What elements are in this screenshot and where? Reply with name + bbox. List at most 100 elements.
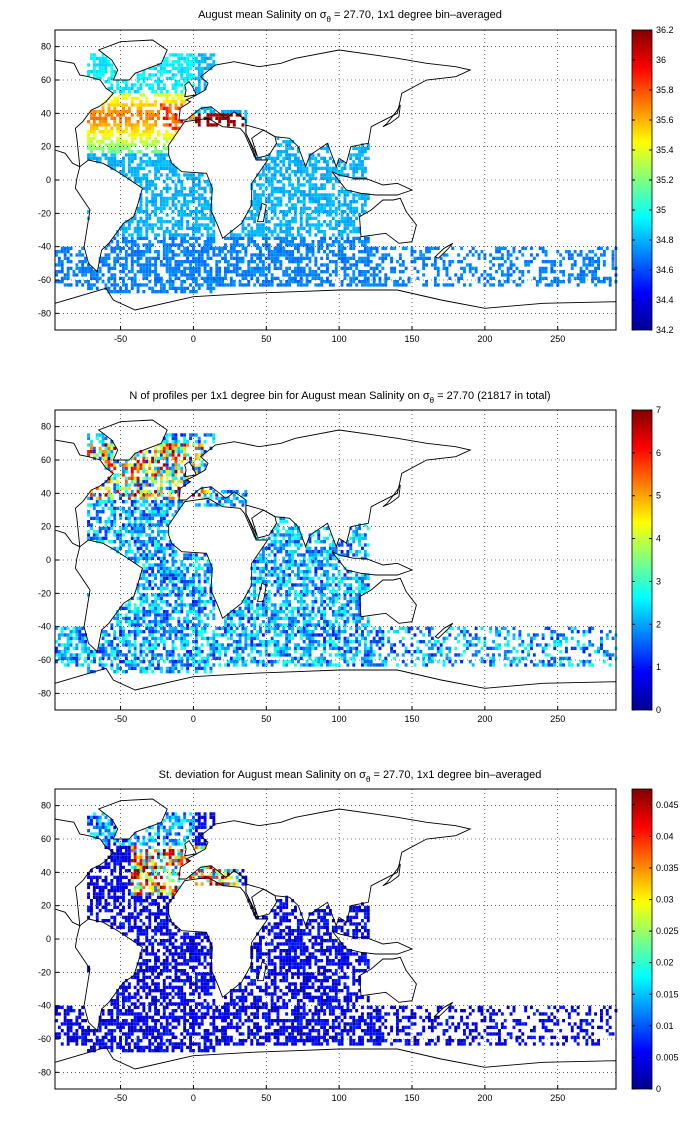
bin-cell [206,270,210,274]
bin-cell [197,436,201,441]
bin-cell [273,263,277,267]
bin-cell [186,266,190,271]
y-tick-label: -20 [38,208,51,218]
bin-cell [84,270,88,274]
bin-cell [157,70,160,74]
bin-cell [165,146,169,151]
bin-cell [224,273,227,277]
bin-cell [165,250,169,254]
bin-cell [361,250,364,254]
bin-cell [422,273,426,277]
bin-cell [162,576,166,581]
bin-cell [279,283,283,287]
bin-cell [145,76,149,81]
bin-cell [317,266,321,271]
bin-cell [177,576,181,581]
salinity-map: -50 0 50 100 150 200 250806040200-20-40-60-803… [38,25,674,344]
bin-cell [209,493,213,497]
bin-cell [151,626,155,631]
bin-cell [340,220,344,224]
bin-cell [226,616,230,621]
bin-cell [133,506,137,511]
bin-cell [259,630,262,634]
bin-cell [594,270,598,274]
bin-cell [253,216,257,221]
bin-cell [104,246,108,251]
bin-cell [174,80,178,84]
bin-cell [122,140,125,144]
bin-cell [63,246,67,251]
bin-cell [209,110,213,114]
bin-cell [314,256,318,261]
bin-cell [165,166,169,171]
bin-cell [133,556,137,561]
bin-cell [151,643,155,647]
bin-cell [162,520,166,524]
bin-cell [471,273,475,277]
bin-cell [136,596,140,601]
bin-cell [302,166,306,171]
bin-cell [157,140,160,144]
bin-cell [157,80,160,84]
bin-cell [200,446,204,451]
bin-cell [264,663,268,667]
bin-cell [124,490,128,494]
bin-cell [130,143,134,147]
bin-cell [296,260,300,264]
bin-cell [119,86,123,91]
bin-cell [75,273,79,277]
bin-cell [183,80,187,84]
bin-cell [206,600,210,604]
bin-cell [218,633,222,637]
bin-cell [133,633,137,637]
bin-cell [197,176,201,181]
bin-cell [261,620,265,624]
bin-cell [215,253,219,257]
bin-cell [340,166,344,171]
bin-cell [110,240,114,244]
bin-cell [285,153,289,157]
bin-cell [171,243,175,247]
bin-cell [273,246,277,251]
bin-cell [305,180,309,184]
bin-cell [130,100,134,104]
bin-cell [299,173,303,177]
bin-cell [113,260,117,264]
bin-cell [133,503,137,507]
bin-cell [279,180,283,184]
bin-cell [151,593,155,597]
bin-cell [124,226,128,231]
bin-cell [171,470,175,474]
bin-cell [253,586,257,591]
bin-cell [116,100,120,104]
bin-cell [197,633,201,637]
bin-cell [259,603,262,607]
bin-cell [279,190,283,194]
bin-cell [130,523,134,527]
bin-cell [145,230,149,234]
bin-cell [124,110,128,114]
bin-cell [194,226,198,231]
bin-cell [127,496,131,501]
bin-cell [87,146,91,151]
bin-cell [90,670,93,674]
bin-cell [361,260,364,264]
bin-cell [250,233,254,237]
bin-cell [159,73,163,77]
bin-cell [352,206,356,211]
bin-cell [189,436,193,441]
bin-cell [154,503,158,507]
bin-cell [320,263,324,267]
bin-cell [273,250,277,254]
bin-cell [241,656,245,661]
bin-cell [148,263,152,267]
bin-cell [75,253,79,257]
bin-cell [326,150,329,154]
bin-cell [107,480,111,484]
bin-cell [136,606,140,611]
bin-cell [203,280,207,284]
bin-cell [57,650,61,654]
bin-cell [358,256,362,261]
bin-cell [567,253,571,257]
bin-cell [154,613,158,617]
